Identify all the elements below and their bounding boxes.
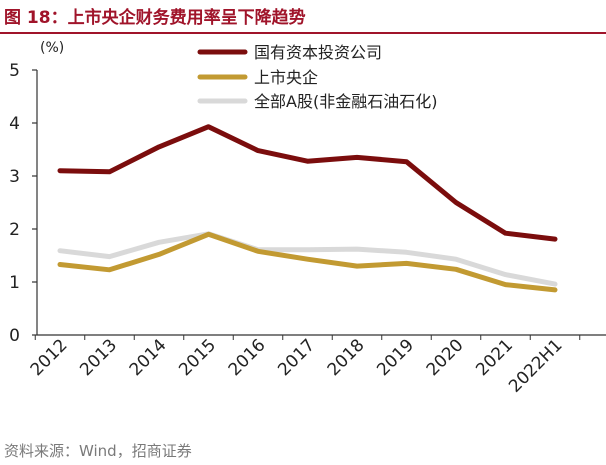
x-tick-label: 2021 — [472, 335, 517, 380]
x-tick-label: 2022H1 — [505, 335, 566, 396]
series-line — [57, 231, 558, 293]
x-tick-label: 2013 — [76, 335, 121, 380]
x-tick-label: 2015 — [175, 335, 220, 380]
y-tick-label: 5 — [9, 61, 20, 81]
series-line — [57, 124, 558, 242]
x-tick-label: 2020 — [423, 335, 468, 380]
x-tick-label: 2019 — [373, 335, 418, 380]
x-tick-label: 2012 — [27, 335, 72, 380]
x-tick-label: 2016 — [225, 335, 270, 380]
y-tick-label: 0 — [9, 326, 20, 346]
x-tick-label: 2017 — [274, 335, 319, 380]
y-tick-label: 4 — [9, 114, 20, 134]
x-tick-label: 2018 — [324, 335, 369, 380]
y-tick-label: 1 — [9, 273, 20, 293]
chart-title: 图 18：上市央企财务费用率呈下降趋势 — [4, 8, 306, 28]
axes: (%) — [36, 40, 606, 336]
series-lines — [57, 124, 558, 293]
series-line — [57, 231, 558, 287]
source-note: 资料来源：Wind，招商证券 — [4, 442, 192, 460]
y-tick-labels: 0 1 2 3 4 5 — [9, 61, 37, 346]
y-tick-label: 2 — [9, 220, 20, 240]
legend-label: 国有资本投资公司 — [254, 43, 382, 62]
legend-label: 全部A股(非金融石油石化) — [254, 92, 437, 111]
legend-label: 上市央企 — [254, 68, 318, 87]
x-tick-label: 2014 — [126, 335, 171, 380]
title-divider — [0, 32, 606, 34]
x-tick-labels: 2012 2013 2014 2015 2016 2017 2018 2019 2020 2021… — [27, 335, 581, 397]
y-axis-unit-label: (%) — [40, 40, 64, 56]
y-tick-label: 3 — [9, 167, 20, 187]
